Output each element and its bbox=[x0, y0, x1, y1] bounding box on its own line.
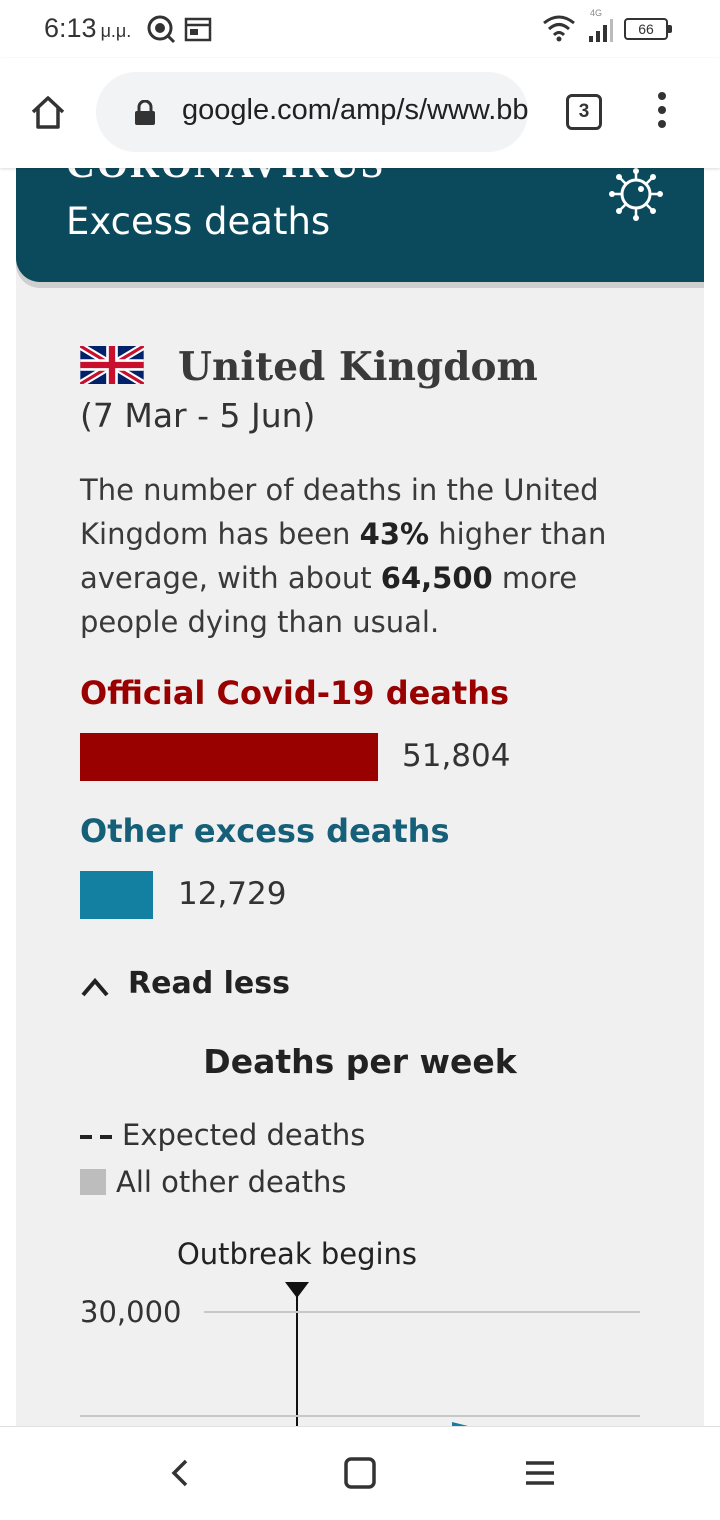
overflow-menu-icon[interactable] bbox=[652, 92, 672, 132]
series-edge-mark bbox=[452, 1422, 468, 1426]
calendar-icon bbox=[184, 17, 212, 42]
home-icon[interactable] bbox=[28, 92, 68, 132]
summary-pct: 43% bbox=[359, 517, 430, 551]
url-text[interactable]: google.com/amp/s/www.bbc.com bbox=[182, 94, 528, 126]
other-excess-bar bbox=[80, 871, 153, 919]
status-time-value: 6:13 bbox=[44, 13, 97, 43]
network-type: 4G bbox=[590, 8, 603, 18]
country-name: United Kingdom bbox=[178, 344, 538, 390]
wifi-icon bbox=[543, 15, 575, 42]
battery-icon: 66 bbox=[624, 18, 672, 40]
legend-expected-label: Expected deaths bbox=[122, 1118, 366, 1152]
status-bar: 6:13 μ.μ. 4G 66 bbox=[0, 0, 720, 58]
dashed-line-icon bbox=[80, 1135, 112, 1139]
summary-text: The number of deaths in the United Kingd… bbox=[80, 468, 640, 644]
other-excess-label: Other excess deaths bbox=[80, 812, 450, 850]
recent-apps-icon[interactable] bbox=[518, 1453, 562, 1493]
lock-icon bbox=[135, 100, 155, 125]
uk-flag-icon bbox=[80, 346, 144, 384]
banner-title: Excess deaths bbox=[66, 200, 331, 243]
summary-post: more people dying than usual. bbox=[80, 561, 578, 639]
official-deaths-bar bbox=[80, 733, 378, 781]
tab-switcher-button[interactable]: 3 bbox=[566, 94, 602, 130]
read-less-label: Read less bbox=[128, 966, 290, 1001]
system-nav-bar bbox=[0, 1426, 720, 1520]
chart-title: Deaths per week bbox=[203, 1042, 517, 1081]
summary-pre: The number of deaths in the United Kingd… bbox=[80, 473, 599, 551]
notification-icon bbox=[147, 15, 176, 44]
date-range: (7 Mar - 5 Jun) bbox=[80, 396, 316, 435]
official-deaths-value: 51,804 bbox=[402, 738, 511, 774]
summary-count: 64,500 bbox=[380, 561, 493, 595]
virus-icon bbox=[609, 168, 663, 221]
gray-swatch-icon bbox=[80, 1169, 106, 1195]
signal-icon bbox=[589, 19, 613, 42]
article-content: CORONAVIRUS Excess deaths United Ki bbox=[0, 168, 720, 1426]
browser-toolbar: google.com/amp/s/www.bbc.com 3 bbox=[0, 58, 720, 168]
banner-kicker: CORONAVIRUS bbox=[66, 168, 385, 187]
other-excess-value: 12,729 bbox=[178, 876, 287, 912]
y-tick-label: 30,000 bbox=[80, 1295, 181, 1329]
address-bar[interactable]: google.com/amp/s/www.bbc.com bbox=[96, 72, 528, 152]
status-time-ampm: μ.μ. bbox=[100, 21, 132, 41]
official-deaths-label: Official Covid-19 deaths bbox=[80, 674, 510, 712]
summary-mid: higher than average, with about bbox=[80, 517, 607, 595]
outbreak-annotation: Outbreak begins bbox=[177, 1237, 417, 1271]
status-time: 6:13 μ.μ. bbox=[44, 13, 131, 44]
coronavirus-banner: CORONAVIRUS Excess deaths bbox=[16, 168, 704, 282]
back-icon[interactable] bbox=[158, 1453, 202, 1493]
legend-other-label: All other deaths bbox=[116, 1165, 347, 1199]
deaths-per-week-chart: Outbreak begins 30,000 bbox=[80, 1237, 640, 1426]
home-square-icon[interactable] bbox=[338, 1453, 382, 1493]
chevron-up-icon bbox=[81, 977, 109, 997]
